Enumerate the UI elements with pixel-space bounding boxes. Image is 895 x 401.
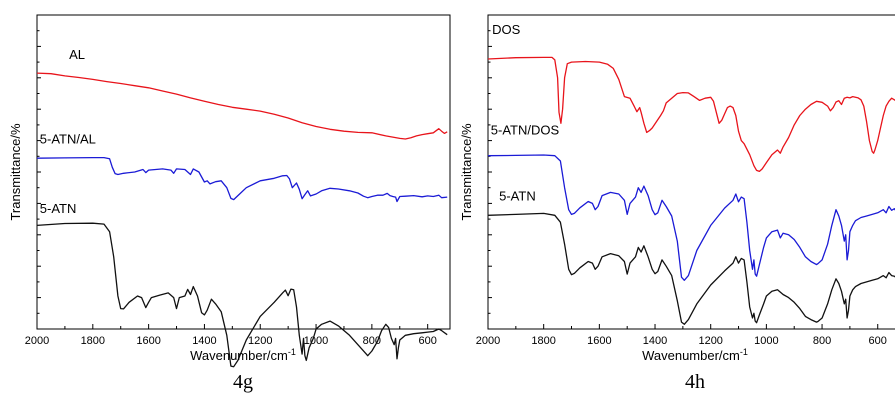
x-tick-label: 600	[418, 335, 436, 347]
y-axis-label: Transmittance/%	[8, 123, 23, 220]
x-tick-label: 2000	[25, 335, 49, 347]
series-annotation-5-atn-al: 5-ATN/AL	[40, 132, 96, 147]
series-annotation-5-atn-dos: 5-ATN/DOS	[491, 122, 560, 137]
series-annotations: AL 5-ATN/AL 5-ATN	[40, 47, 96, 216]
x-tick-label: 1800	[81, 335, 105, 347]
x-tick-label: 1200	[698, 335, 722, 347]
series-line-5-atn-dos	[487, 154, 895, 281]
series-line-dos	[487, 56, 895, 173]
x-tick-label: 1000	[754, 335, 778, 347]
x-axis-label-superscript: -1	[740, 347, 748, 357]
series-annotation-dos: DOS	[492, 22, 520, 37]
series-annotations: DOS 5-ATN/DOS 5-ATN	[491, 22, 560, 203]
x-tick-label: 1200	[248, 335, 272, 347]
series-annotation-5-atn: 5-ATN	[499, 188, 536, 203]
panel-label-4h: 4h	[685, 371, 705, 393]
x-tick-label: 600	[869, 335, 887, 347]
x-axis-label: Wavenumber/cm-1	[190, 347, 296, 363]
series-lines	[36, 72, 448, 368]
plot-frame	[36, 14, 451, 330]
x-tick-label: 1000	[304, 335, 328, 347]
series-annotation-al: AL	[69, 47, 85, 62]
series-line-5-atn-al	[36, 156, 448, 203]
panel-label-4g: 4g	[233, 371, 253, 393]
y-axis-label: Transmittance/%	[459, 123, 474, 220]
x-tick-label: 1400	[192, 335, 216, 347]
series-line-5-atn	[487, 212, 895, 325]
series-line-5-atn	[36, 222, 448, 368]
series-line-al	[36, 72, 448, 140]
x-tick-label: 1600	[587, 335, 611, 347]
x-tick-label: 800	[813, 335, 831, 347]
x-axis-ticks: 2000 1800 1600 1400 1200 1000 800 600	[25, 324, 437, 347]
series-lines	[487, 56, 895, 325]
x-axis-label: Wavenumber/cm-1	[642, 347, 748, 363]
plot-frame	[487, 14, 895, 330]
chart-4h: 2000 1800 1600 1400 1200 1000 800 600 DOS 5-ATN/…	[459, 14, 895, 393]
x-tick-label: 1600	[136, 335, 160, 347]
x-tick-label: 1800	[531, 335, 555, 347]
chart-4g: 2000 1800 1600 1400 1200 1000 800 600 AL5-ATN/A…	[8, 14, 451, 393]
y-axis-ticks	[37, 30, 41, 314]
x-tick-label: 2000	[476, 335, 500, 347]
y-axis-ticks	[488, 30, 492, 314]
x-axis-label-superscript: -1	[288, 347, 296, 357]
series-annotation-5-atn: 5-ATN	[40, 201, 77, 216]
x-tick-label: 1400	[643, 335, 667, 347]
x-axis-ticks: 2000 1800 1600 1400 1200 1000 800 600	[476, 324, 887, 347]
